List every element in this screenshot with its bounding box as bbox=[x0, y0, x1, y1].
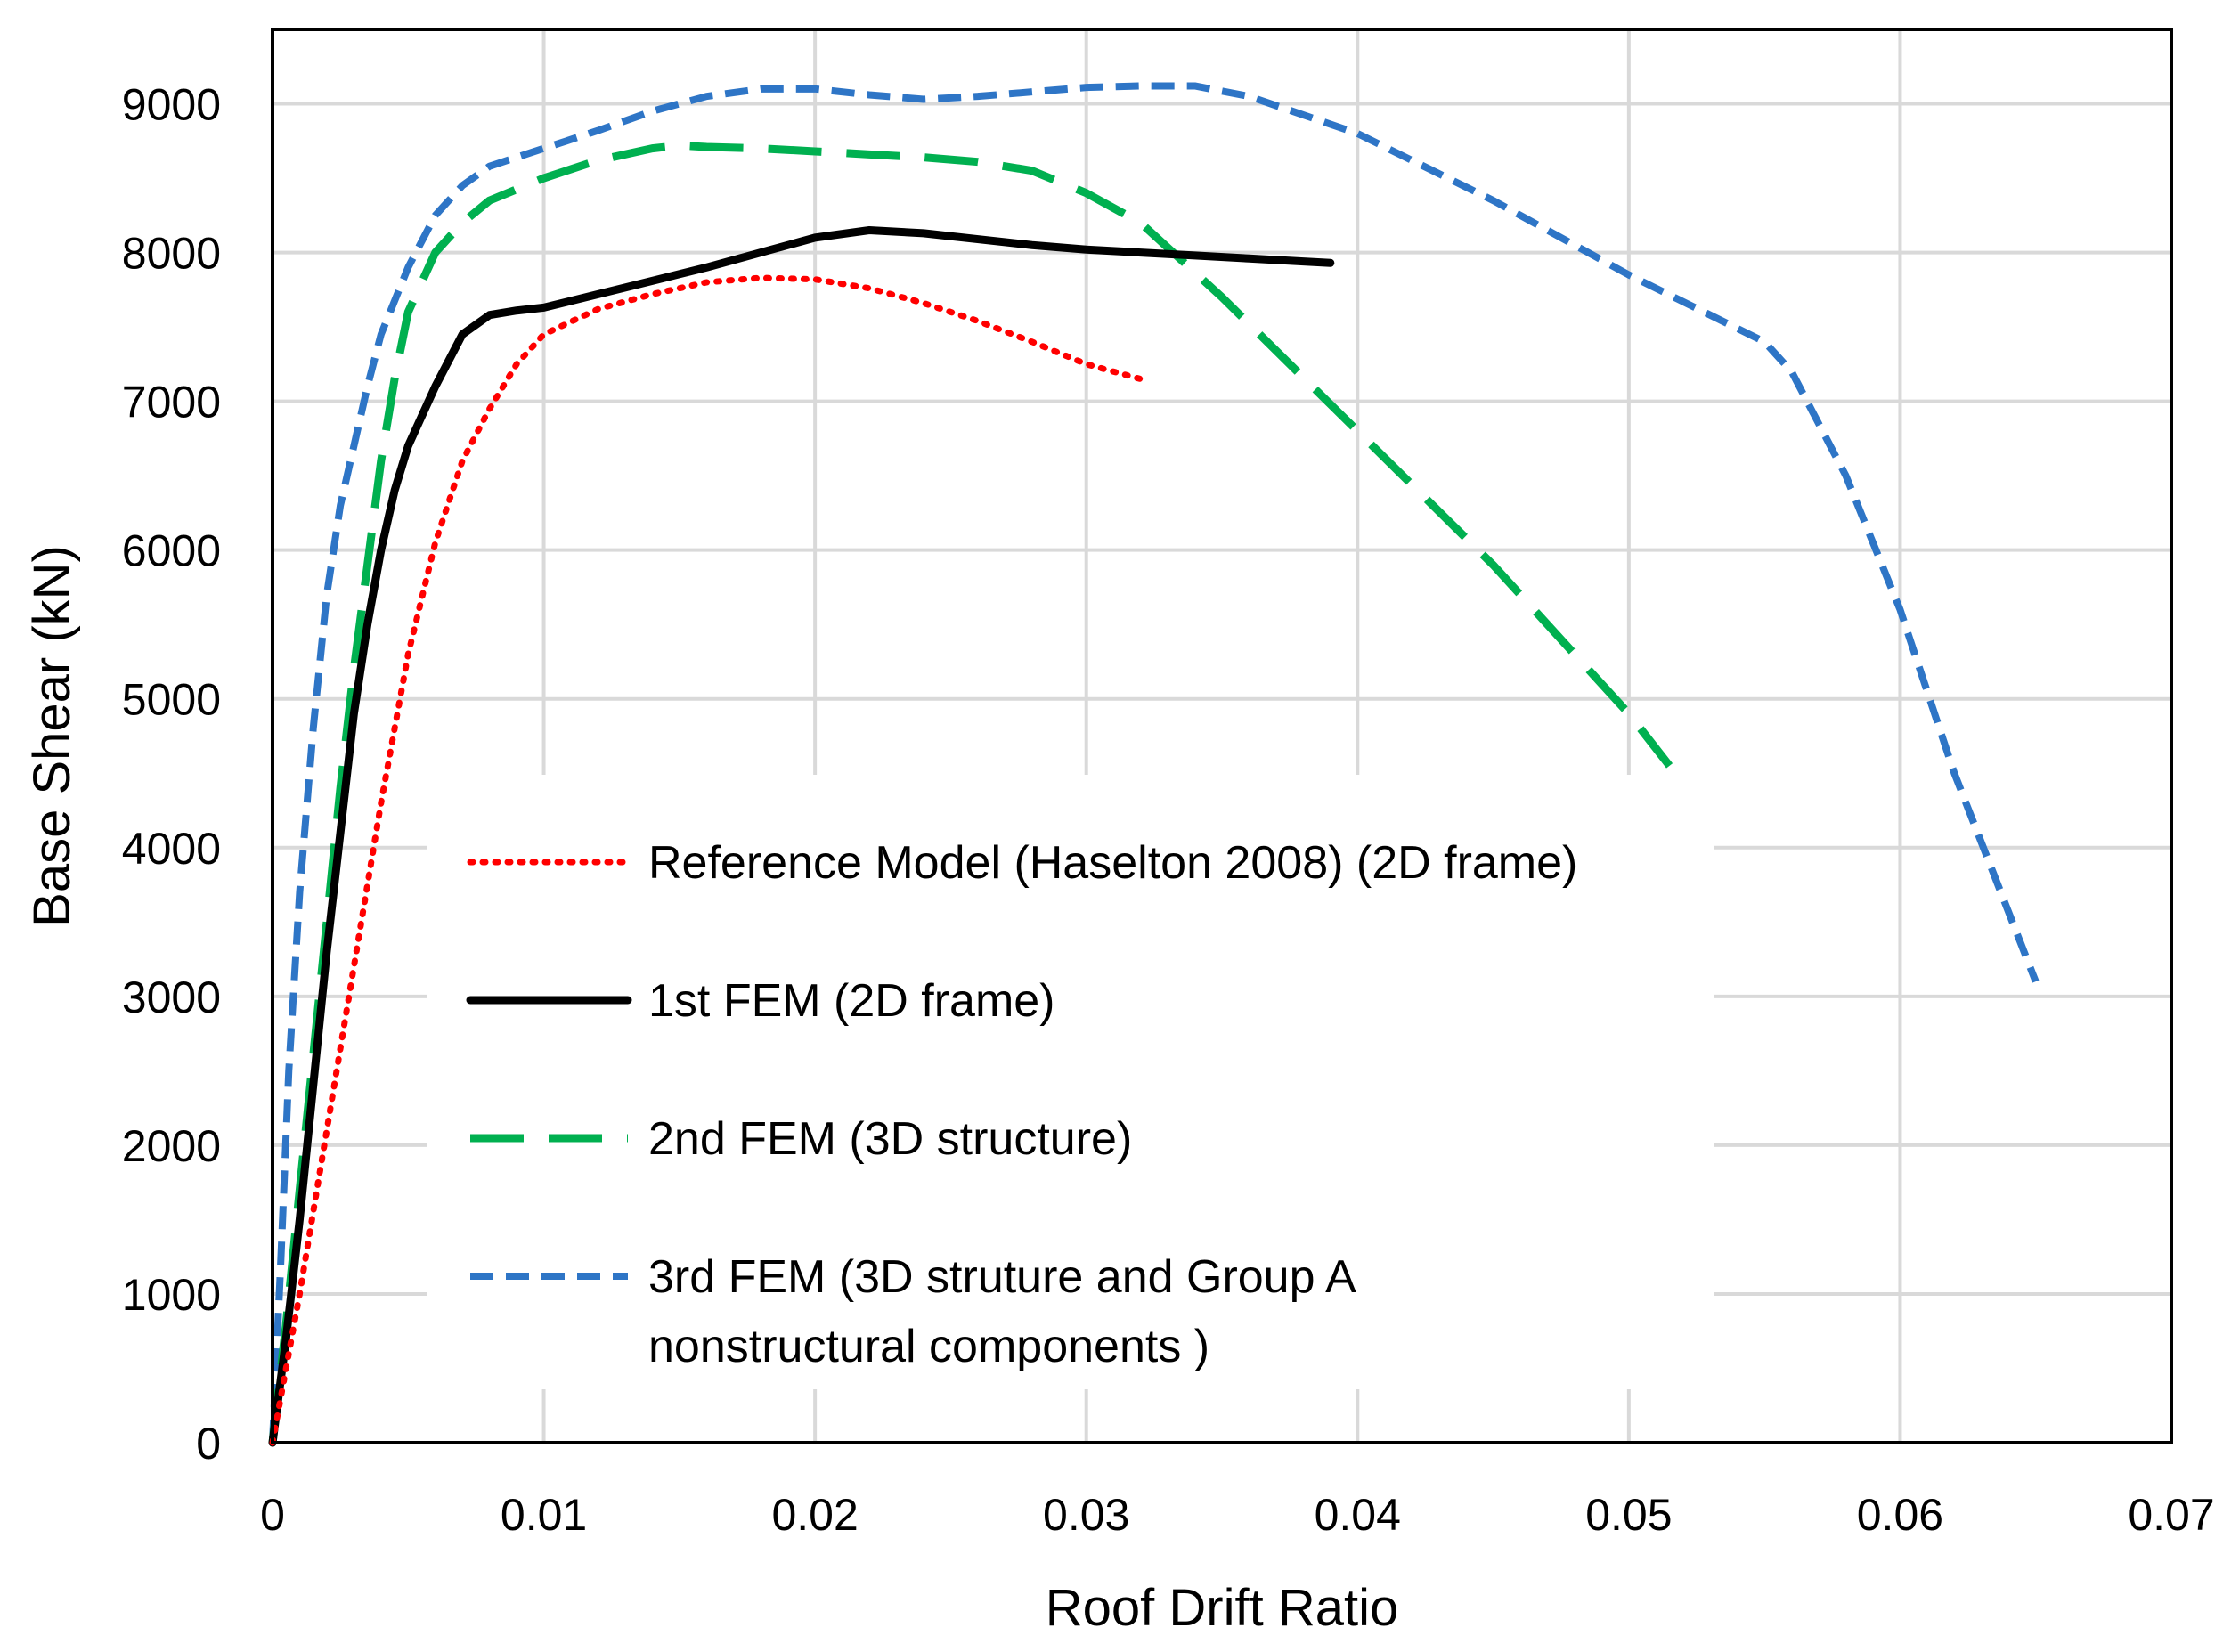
y-tick-label: 7000 bbox=[122, 378, 221, 427]
y-tick-label: 6000 bbox=[122, 526, 221, 576]
y-tick-label: 8000 bbox=[122, 229, 221, 279]
series-line-3 bbox=[268, 141, 1673, 1444]
y-tick-label: 1000 bbox=[122, 1270, 221, 1320]
y-tick-label: 2000 bbox=[122, 1121, 221, 1171]
legend-background bbox=[427, 775, 1714, 1389]
legend-label-4: 3rd FEM (3D struture and Group A bbox=[648, 1251, 1356, 1303]
series-line-1 bbox=[269, 274, 1144, 1446]
y-tick-label: 4000 bbox=[122, 824, 221, 874]
x-tick-label: 0.02 bbox=[771, 1490, 858, 1540]
x-tick-label: 0.04 bbox=[1315, 1490, 1401, 1540]
series-layer bbox=[268, 82, 2040, 1447]
x-tick-label: 0 bbox=[260, 1490, 285, 1540]
legend-label-2: 1st FEM (2D frame) bbox=[648, 975, 1055, 1027]
x-tick-label: 0.06 bbox=[1857, 1490, 1943, 1540]
x-tick-label: 0.03 bbox=[1043, 1490, 1129, 1540]
legend: Reference Model (Haselton 2008) (2D fram… bbox=[466, 837, 1577, 1372]
series-line-4 bbox=[269, 82, 2040, 1444]
x-tick-label: 0.07 bbox=[2128, 1490, 2214, 1540]
x-tick-label: 0.05 bbox=[1585, 1490, 1672, 1540]
y-tick-label: 0 bbox=[196, 1419, 221, 1469]
y-tick-label: 5000 bbox=[122, 675, 221, 725]
x-tick-label: 0.01 bbox=[501, 1490, 587, 1540]
y-axis-label: Base Shear (kN) bbox=[23, 545, 81, 927]
series-line-2 bbox=[268, 226, 1335, 1447]
tick-labels: 0 0.01 0.02 0.03 0.04 0.05 0.06 0.07 0 1000 2000 30… bbox=[122, 80, 2215, 1540]
legend-label-3: 2nd FEM (3D structure) bbox=[648, 1113, 1132, 1165]
y-tick-label: 9000 bbox=[122, 80, 221, 130]
x-axis-label: Roof Drift Ratio bbox=[1046, 1579, 1398, 1637]
y-tick-label: 3000 bbox=[122, 972, 221, 1022]
legend-label-1: Reference Model (Haselton 2008) (2D fram… bbox=[648, 837, 1577, 889]
legend-label-4: nonstructural components ) bbox=[648, 1321, 1209, 1372]
plot-area-frame bbox=[271, 28, 2173, 1444]
